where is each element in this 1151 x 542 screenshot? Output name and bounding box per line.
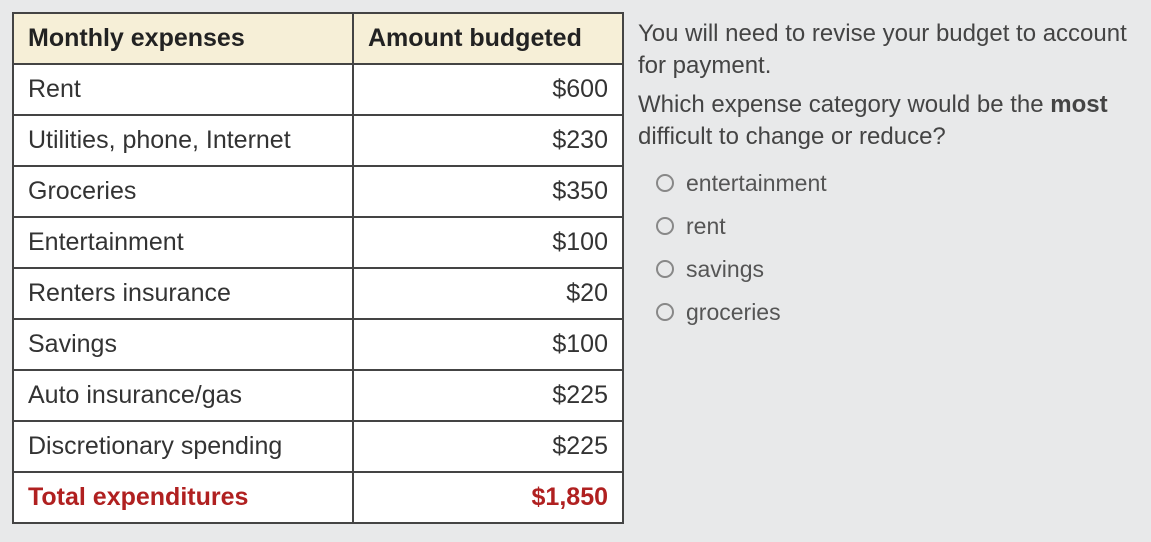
- prompt-emph: most: [1050, 91, 1107, 118]
- expense-label: Rent: [13, 64, 353, 115]
- prompt-pre: Which expense category would be the: [638, 91, 1050, 118]
- table-row: Savings $100: [13, 319, 623, 370]
- expense-label: Groceries: [13, 166, 353, 217]
- question-prompt: Which expense category would be the most…: [638, 89, 1139, 154]
- table-body: Rent $600 Utilities, phone, Internet $23…: [13, 64, 623, 523]
- table-row: Utilities, phone, Internet $230: [13, 115, 623, 166]
- table-row: Renters insurance $20: [13, 268, 623, 319]
- question-panel: You will need to revise your budget to a…: [638, 12, 1139, 530]
- option-groceries[interactable]: groceries: [638, 291, 1139, 334]
- expense-amount: $600: [353, 64, 623, 115]
- budget-table-container: Monthly expenses Amount budgeted Rent $6…: [12, 12, 624, 530]
- radio-icon: [656, 303, 674, 321]
- option-label: rent: [686, 211, 726, 242]
- total-amount: $1,850: [353, 472, 623, 523]
- option-rent[interactable]: rent: [638, 205, 1139, 248]
- expense-amount: $225: [353, 421, 623, 472]
- option-entertainment[interactable]: entertainment: [638, 162, 1139, 205]
- option-savings[interactable]: savings: [638, 248, 1139, 291]
- expense-amount: $100: [353, 217, 623, 268]
- expense-amount: $100: [353, 319, 623, 370]
- radio-icon: [656, 260, 674, 278]
- table-row: Entertainment $100: [13, 217, 623, 268]
- option-label: entertainment: [686, 168, 827, 199]
- expense-label: Auto insurance/gas: [13, 370, 353, 421]
- expense-label: Utilities, phone, Internet: [13, 115, 353, 166]
- table-row: Groceries $350: [13, 166, 623, 217]
- expense-amount: $230: [353, 115, 623, 166]
- expense-label: Savings: [13, 319, 353, 370]
- expense-amount: $20: [353, 268, 623, 319]
- expense-label: Discretionary spending: [13, 421, 353, 472]
- answer-options: entertainment rent savings groceries: [638, 162, 1139, 334]
- table-row: Rent $600: [13, 64, 623, 115]
- radio-icon: [656, 174, 674, 192]
- option-label: groceries: [686, 297, 781, 328]
- budget-table: Monthly expenses Amount budgeted Rent $6…: [12, 12, 624, 524]
- prompt-post: difficult to change or reduce?: [638, 123, 946, 150]
- expense-label: Renters insurance: [13, 268, 353, 319]
- table-row: Auto insurance/gas $225: [13, 370, 623, 421]
- option-label: savings: [686, 254, 764, 285]
- expense-label: Entertainment: [13, 217, 353, 268]
- question-intro: You will need to revise your budget to a…: [638, 18, 1139, 83]
- radio-icon: [656, 217, 674, 235]
- table-header-row: Monthly expenses Amount budgeted: [13, 13, 623, 64]
- header-expenses: Monthly expenses: [13, 13, 353, 64]
- header-amount: Amount budgeted: [353, 13, 623, 64]
- table-row: Discretionary spending $225: [13, 421, 623, 472]
- expense-amount: $350: [353, 166, 623, 217]
- total-label: Total expenditures: [13, 472, 353, 523]
- expense-amount: $225: [353, 370, 623, 421]
- table-total-row: Total expenditures $1,850: [13, 472, 623, 523]
